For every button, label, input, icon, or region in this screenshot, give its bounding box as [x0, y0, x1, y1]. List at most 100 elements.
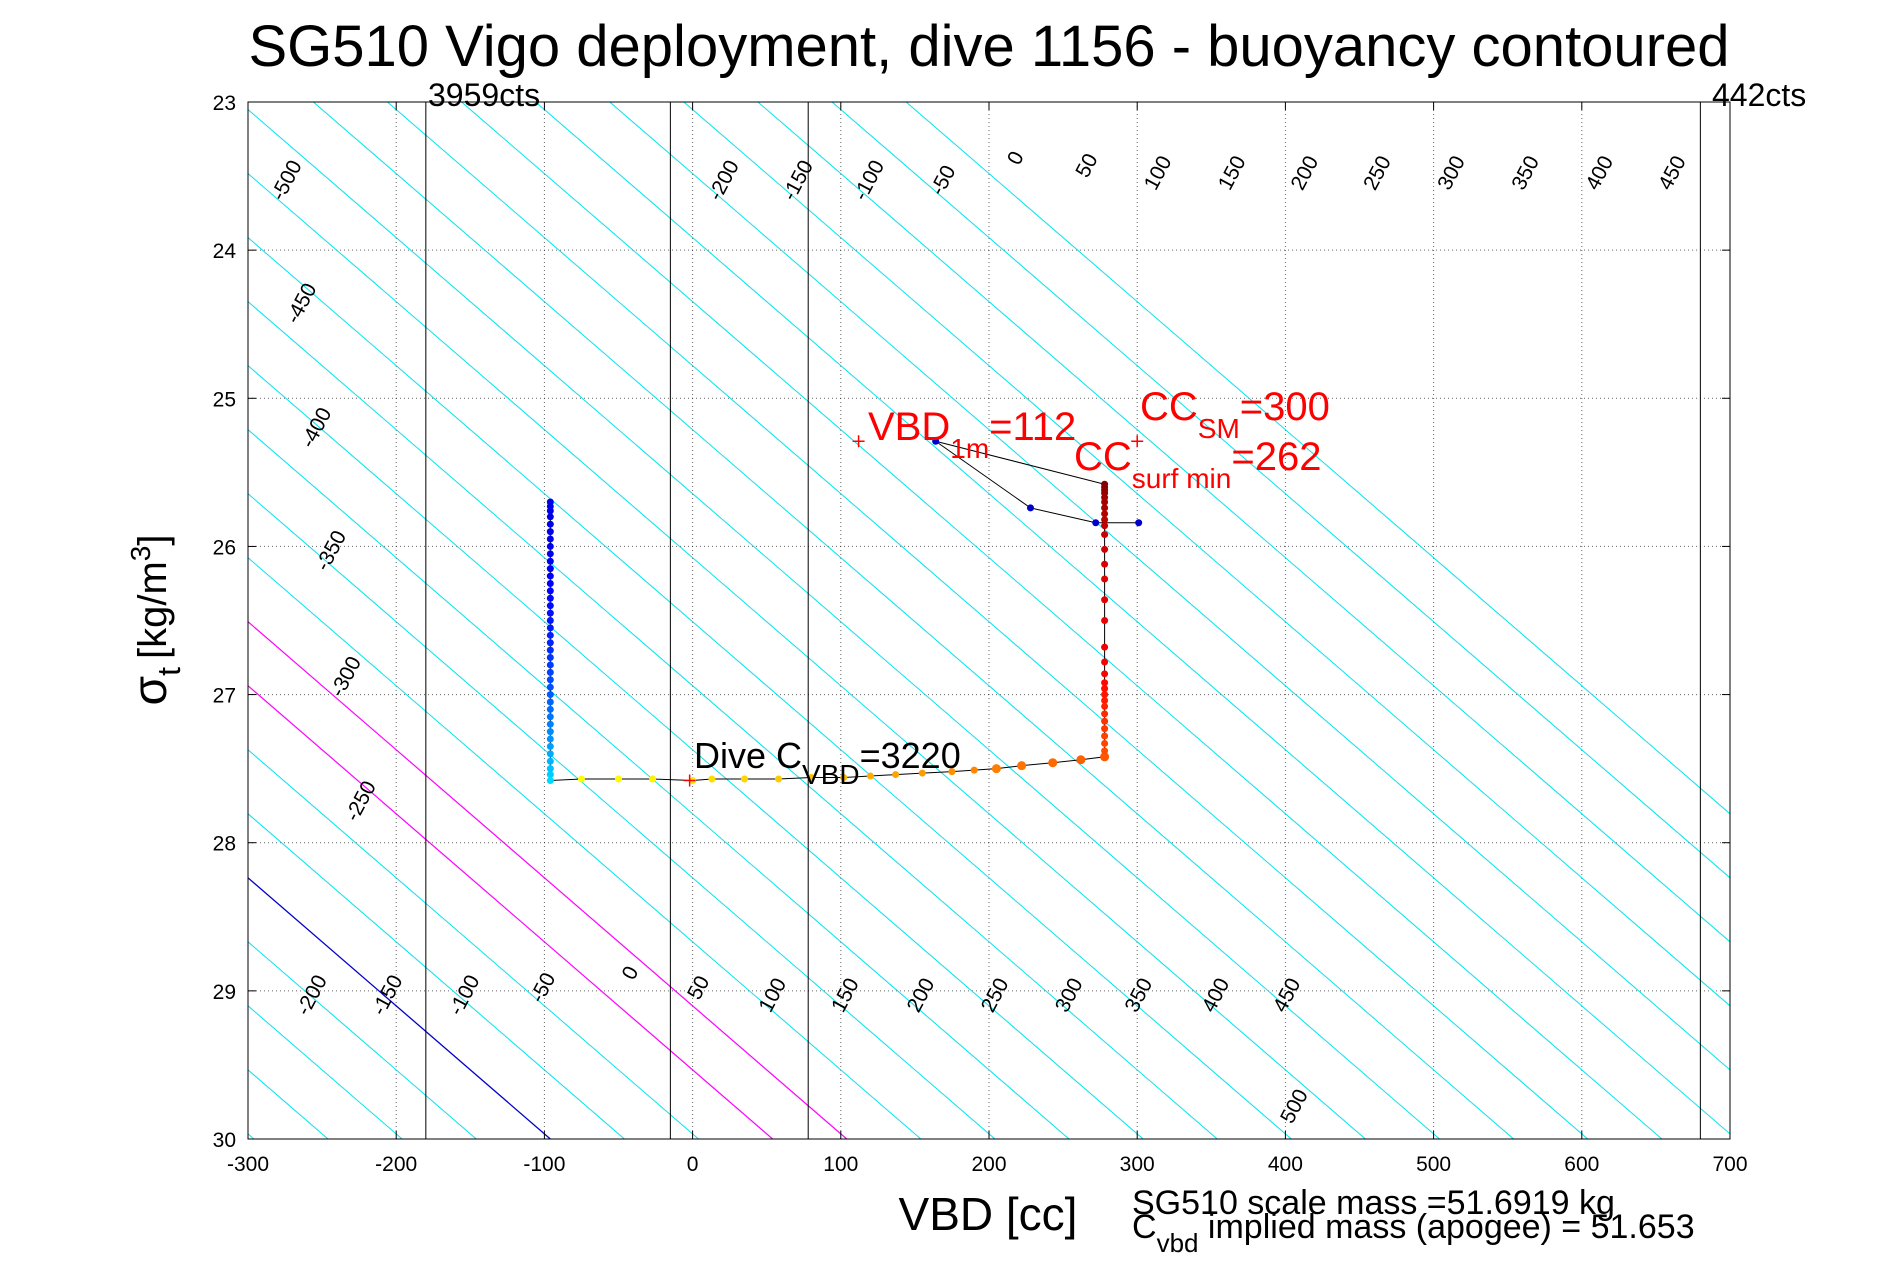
vbd-1m-annotation: VBD1m=112 — [868, 405, 1076, 464]
implied-mass-main: C — [1132, 1208, 1157, 1246]
data-point — [1101, 685, 1109, 693]
data-point — [1026, 504, 1034, 512]
y-tick-label: 28 — [213, 833, 236, 856]
data-point — [740, 775, 748, 783]
data-point — [615, 775, 622, 783]
data-point — [546, 661, 554, 669]
cc-surf-min-annotation: CCsurf min=262 — [1074, 435, 1321, 494]
x-tick-label: 300 — [1120, 1153, 1155, 1176]
data-point — [1101, 670, 1109, 678]
y-label-sub: t — [151, 667, 187, 676]
data-point — [546, 654, 554, 662]
contour-line — [248, 684, 774, 1139]
contour-line — [535, 102, 1730, 1135]
contour-line — [248, 493, 996, 1139]
data-point — [1101, 702, 1109, 710]
data-point — [546, 542, 554, 550]
contour-line — [609, 102, 1730, 1071]
contour-line — [248, 428, 1070, 1139]
data-point — [546, 572, 554, 580]
y-label-units: [kg/m — [131, 561, 175, 659]
contour-line — [248, 620, 848, 1139]
data-point — [546, 520, 554, 528]
contour-line — [0, 102, 32, 1139]
data-point — [1092, 519, 1100, 527]
data-point — [546, 691, 554, 699]
x-tick-label: 200 — [971, 1153, 1006, 1176]
data-point — [1101, 510, 1109, 518]
data-point — [1101, 522, 1109, 530]
data-point — [546, 587, 554, 595]
data-point — [546, 713, 554, 721]
data-point — [1101, 679, 1109, 687]
data-point — [546, 557, 554, 565]
data-point — [546, 513, 554, 521]
contour-line — [248, 300, 1218, 1139]
contour-line — [313, 102, 1514, 1139]
contour-line — [757, 102, 1730, 943]
implied-mass-note: Cvbd implied mass (apogee) = 51.653 — [1132, 1208, 1695, 1258]
data-point — [577, 775, 585, 783]
data-point — [546, 771, 554, 779]
contour-line — [248, 108, 1440, 1139]
data-point — [546, 646, 554, 654]
data-point — [546, 742, 554, 750]
data-point — [546, 750, 554, 758]
implied-mass-sub: vbd — [1157, 1228, 1199, 1258]
x-tick-label: 700 — [1712, 1153, 1747, 1176]
data-point — [1101, 710, 1109, 718]
scale-mass-note: SG510 scale mass =51.6919 kg — [1132, 1184, 1615, 1222]
data-point — [546, 765, 554, 773]
data-point — [1101, 504, 1109, 512]
data-point — [546, 624, 554, 632]
data-point — [1101, 658, 1109, 666]
dive-cvbd-main: Dive C — [694, 735, 802, 776]
data-point — [546, 535, 554, 543]
data-point — [546, 698, 554, 706]
data-point — [1101, 747, 1109, 755]
data-point — [1101, 691, 1109, 699]
contour-line — [248, 172, 1366, 1139]
data-point — [1101, 725, 1109, 733]
data-point — [1101, 560, 1109, 568]
x-tick-label: -200 — [375, 1153, 417, 1176]
data-point — [1135, 519, 1143, 527]
x-tick-label: 100 — [823, 1153, 858, 1176]
dive-cvbd-value: =3220 — [860, 735, 961, 776]
y-tick-label: 25 — [213, 388, 236, 411]
data-point — [1101, 643, 1109, 651]
contour-line — [905, 102, 1730, 815]
grid — [248, 102, 1730, 1139]
x-tick-label: 600 — [1564, 1153, 1599, 1176]
x-tick-label: -100 — [523, 1153, 565, 1176]
data-point — [546, 776, 554, 784]
y-tick-label: 23 — [213, 92, 236, 115]
contour-line — [387, 102, 1589, 1139]
cc-sm-sub: SM — [1198, 413, 1240, 444]
markers — [683, 435, 1144, 787]
data-point — [546, 728, 554, 736]
data-point — [1101, 717, 1109, 725]
data-point — [1101, 696, 1109, 704]
vbd-1m-main: VBD — [868, 405, 950, 449]
contour-line — [248, 364, 1144, 1139]
cc-surf-min-main: CC — [1074, 435, 1132, 479]
buoyancy-contours — [0, 102, 1730, 1139]
x-tick-label: 500 — [1416, 1153, 1451, 1176]
data-point — [1017, 761, 1027, 771]
data-point — [546, 528, 554, 536]
x-tick-label: 400 — [1268, 1153, 1303, 1176]
data-point — [892, 771, 900, 779]
data-point — [546, 631, 554, 639]
vertical-limit-lines — [425, 102, 1701, 1139]
data-point — [1101, 617, 1109, 624]
svg-text:σt[kg/m3]: σt [kg/m3] — [124, 534, 187, 705]
data-point — [1100, 752, 1110, 762]
y-tick-label: 29 — [213, 981, 236, 1004]
data-point — [1076, 755, 1086, 765]
data-point — [546, 705, 554, 713]
contour-line — [831, 102, 1730, 879]
data-point — [932, 437, 940, 445]
data-point — [1048, 758, 1058, 768]
data-point — [866, 772, 874, 780]
